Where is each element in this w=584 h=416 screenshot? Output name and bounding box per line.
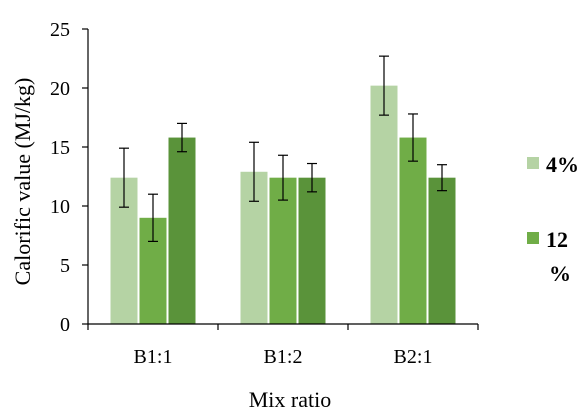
y-tick-label: 15	[50, 137, 70, 159]
legend-label: 4%	[546, 152, 579, 177]
legend: 4% 12%	[527, 152, 579, 286]
x-tick-label: B2:1	[394, 346, 433, 368]
bar	[370, 85, 398, 324]
y-tick-label: 10	[50, 196, 70, 218]
legend-label: 12	[546, 227, 568, 252]
bar	[399, 137, 427, 324]
legend-label: %	[549, 261, 571, 286]
bars	[110, 85, 456, 324]
bar	[269, 177, 297, 324]
y-tick-label: 0	[60, 314, 70, 336]
y-axis-title: Calorific value (MJ/kg)	[10, 78, 35, 286]
legend-swatch	[527, 157, 539, 169]
x-tick-label: B1:1	[134, 346, 173, 368]
bar	[168, 137, 196, 324]
error-bars	[119, 55, 447, 242]
y-tick-label: 25	[50, 19, 70, 41]
x-axis-ticks: B1:1 B1:2 B2:1	[87, 324, 479, 368]
x-tick-label: B1:2	[264, 346, 303, 368]
legend-swatch	[527, 232, 539, 244]
bar	[428, 177, 456, 324]
y-axis-ticks: 0 5 10 15 20 25	[50, 19, 88, 336]
y-tick-label: 20	[50, 78, 70, 100]
y-tick-label: 5	[60, 255, 70, 277]
bar	[298, 177, 326, 324]
x-axis-title: Mix ratio	[249, 387, 332, 412]
